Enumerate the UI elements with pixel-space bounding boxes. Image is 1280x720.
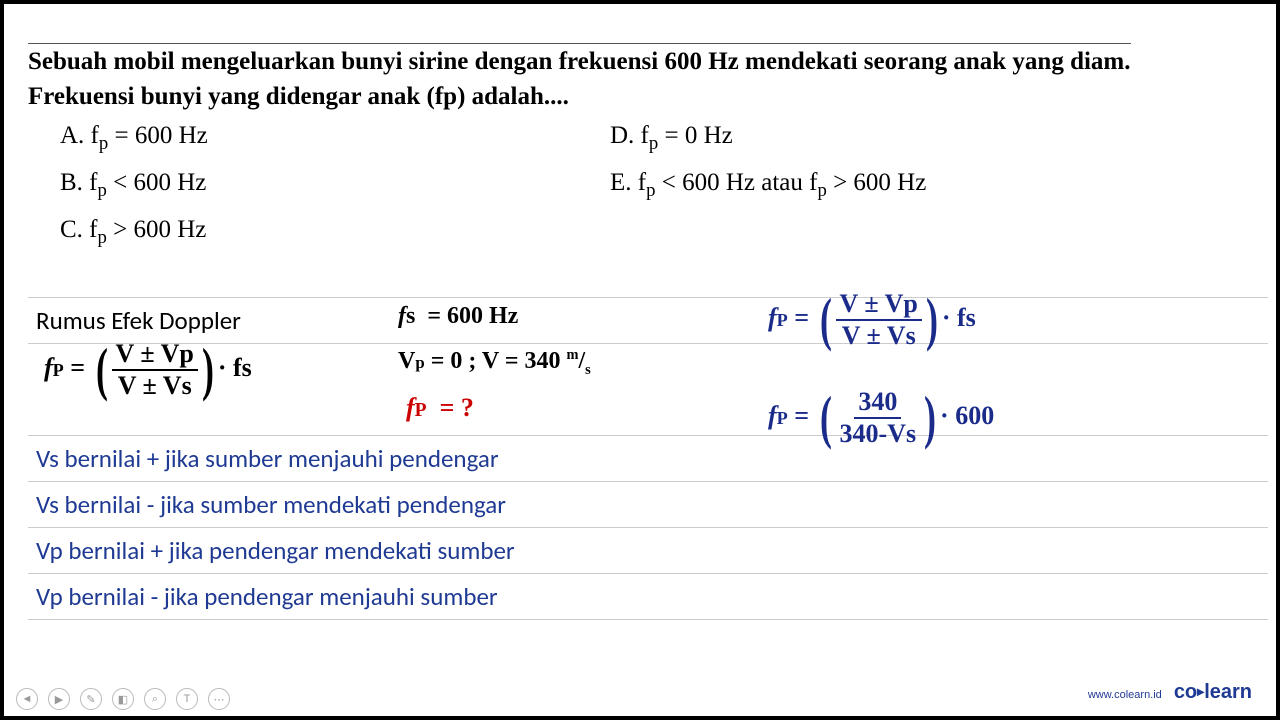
option-c: C. fp > 600 Hz: [60, 216, 610, 249]
asked-fp: fP = ?: [406, 393, 474, 423]
eraser-icon[interactable]: ◧: [112, 688, 134, 710]
more-icon[interactable]: ⋯: [208, 688, 230, 710]
formula-right: fP = ( V ± Vp V ± Vs )· fs: [768, 291, 976, 349]
options-block: A. fp = 600 Hz B. fp < 600 Hz C. fp > 60…: [28, 122, 1260, 249]
question-line1: Sebuah mobil mengeluarkan bunyi sirine d…: [28, 43, 1131, 75]
option-b: B. fp < 600 Hz: [60, 169, 610, 202]
footer-url: www.colearn.id: [1088, 689, 1162, 701]
formula-left: fP = ( V ± Vp V ± Vs )· fs: [44, 341, 252, 399]
rule-1: Vs bernilai + jika sumber menjauhi pende…: [36, 443, 499, 474]
player-controls: ◄ ▶ ✎ ◧ ⌕ T ⋯: [16, 688, 230, 710]
footer: www.colearn.id co▸learn: [1088, 681, 1252, 704]
option-d: D. fp = 0 Hz: [610, 122, 1260, 155]
play-icon[interactable]: ▶: [48, 688, 70, 710]
text-icon[interactable]: T: [176, 688, 198, 710]
given-vp: Vp = 0 ; V = 340 m/s: [398, 347, 591, 379]
rule-2: Vs bernilai - jika sumber mendekati pend…: [36, 489, 506, 520]
question-line2: Frekuensi bunyi yang didengar anak (fp) …: [28, 79, 569, 110]
given-fs: fs = 600 Hz: [398, 303, 518, 330]
prev-icon[interactable]: ◄: [16, 688, 38, 710]
rule-3: Vp bernilai + jika pendengar mendekati s…: [36, 535, 515, 566]
zoom-icon[interactable]: ⌕: [144, 688, 166, 710]
rule-4: Vp bernilai - jika pendengar menjauhi su…: [36, 581, 498, 612]
doppler-title: Rumus Efek Doppler: [36, 305, 241, 336]
calc-step: fP = ( 340 340-Vs )· 600: [768, 389, 994, 447]
option-a: A. fp = 600 Hz: [60, 122, 610, 155]
footer-logo: co▸learn: [1174, 681, 1252, 704]
option-e: E. fp < 600 Hz atau fp > 600 Hz: [610, 169, 1260, 202]
pen-icon[interactable]: ✎: [80, 688, 102, 710]
